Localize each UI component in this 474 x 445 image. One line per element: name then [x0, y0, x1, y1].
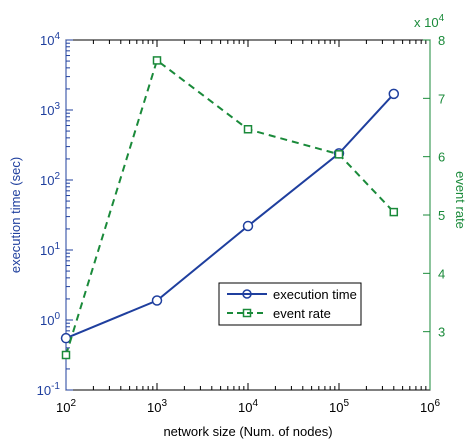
- x-tick-label: 105: [329, 398, 349, 415]
- data-point-execution-time: [388, 88, 400, 100]
- right-tick-label: 6: [438, 150, 445, 165]
- x-tick-label: 103: [147, 398, 167, 415]
- data-point-event-rate: [61, 350, 71, 360]
- left-axis: 10-1 100 101 102 103 104: [37, 31, 73, 398]
- x-tick-label: 104: [238, 398, 258, 415]
- legend-box: [218, 282, 362, 326]
- data-point-execution-time: [151, 295, 163, 306]
- left-tick-label: 102: [40, 171, 60, 188]
- right-tick-label: 7: [438, 91, 445, 106]
- data-point-event-rate: [243, 125, 253, 134]
- right-tick-label: 4: [438, 266, 445, 281]
- series-layer: [60, 56, 400, 360]
- right-axis-title: event rate: [453, 171, 468, 229]
- data-point-execution-time: [242, 220, 254, 232]
- right-tick-label: 5: [438, 208, 445, 223]
- data-point-event-rate: [389, 207, 399, 217]
- x-tick-label: 102: [56, 398, 76, 415]
- left-tick-label: 104: [40, 31, 60, 48]
- right-axis: 3 4 5 6 7 8: [423, 33, 445, 390]
- right-tick-label: 3: [438, 325, 445, 340]
- left-tick-label: 10-1: [37, 381, 61, 398]
- legend-label-execution-time: execution time: [273, 287, 357, 302]
- plot-frame: [65, 39, 431, 391]
- x-axis: 102 103 104 105 106: [56, 40, 440, 415]
- legend-label-event-rate: event rate: [273, 306, 331, 321]
- legend-marker-execution-time: [242, 289, 252, 299]
- data-point-execution-time: [60, 332, 72, 344]
- legend: execution time event rate: [218, 282, 362, 326]
- legend-marker-event-rate: [242, 308, 252, 318]
- data-point-event-rate: [334, 150, 344, 159]
- data-point-event-rate: [152, 56, 162, 65]
- left-tick-label: 101: [40, 241, 60, 258]
- x-tick-label: 106: [420, 398, 440, 415]
- right-axis-multiplier: x 104: [414, 13, 445, 30]
- left-tick-label: 103: [40, 101, 60, 118]
- x-axis-title: network size (Num. of nodes): [163, 424, 332, 439]
- left-tick-label: 100: [40, 311, 60, 328]
- left-axis-title: execution time (sec): [8, 157, 23, 273]
- right-tick-label: 8: [438, 33, 445, 48]
